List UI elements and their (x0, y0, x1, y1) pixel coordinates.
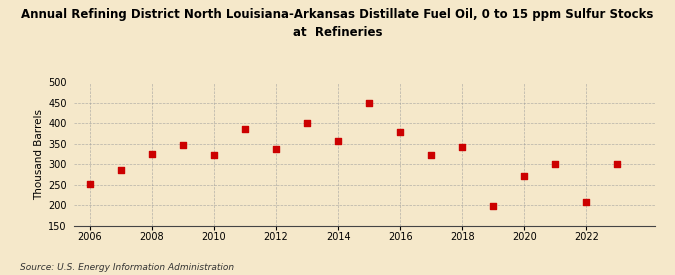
Point (457, 144, 468, 149)
Point (209, 153, 219, 157)
Y-axis label: Thousand Barrels: Thousand Barrels (34, 109, 44, 199)
Point (240, 127, 250, 132)
Point (146, 152, 157, 156)
Point (488, 204, 499, 208)
Text: Annual Refining District North Louisiana-Arkansas Distillate Fuel Oil, 0 to 15 p: Annual Refining District North Louisiana… (22, 8, 653, 39)
Point (519, 174, 530, 179)
Point (333, 139, 344, 143)
Point (426, 153, 437, 157)
Point (302, 121, 313, 126)
Point (550, 162, 561, 166)
Point (271, 147, 281, 151)
Point (115, 168, 126, 172)
Point (581, 200, 592, 204)
Text: Source: U.S. Energy Information Administration: Source: U.S. Energy Information Administ… (20, 263, 234, 272)
Point (178, 142, 188, 147)
Point (395, 129, 406, 134)
Point (612, 162, 623, 166)
Point (84, 182, 95, 186)
Point (364, 101, 375, 105)
